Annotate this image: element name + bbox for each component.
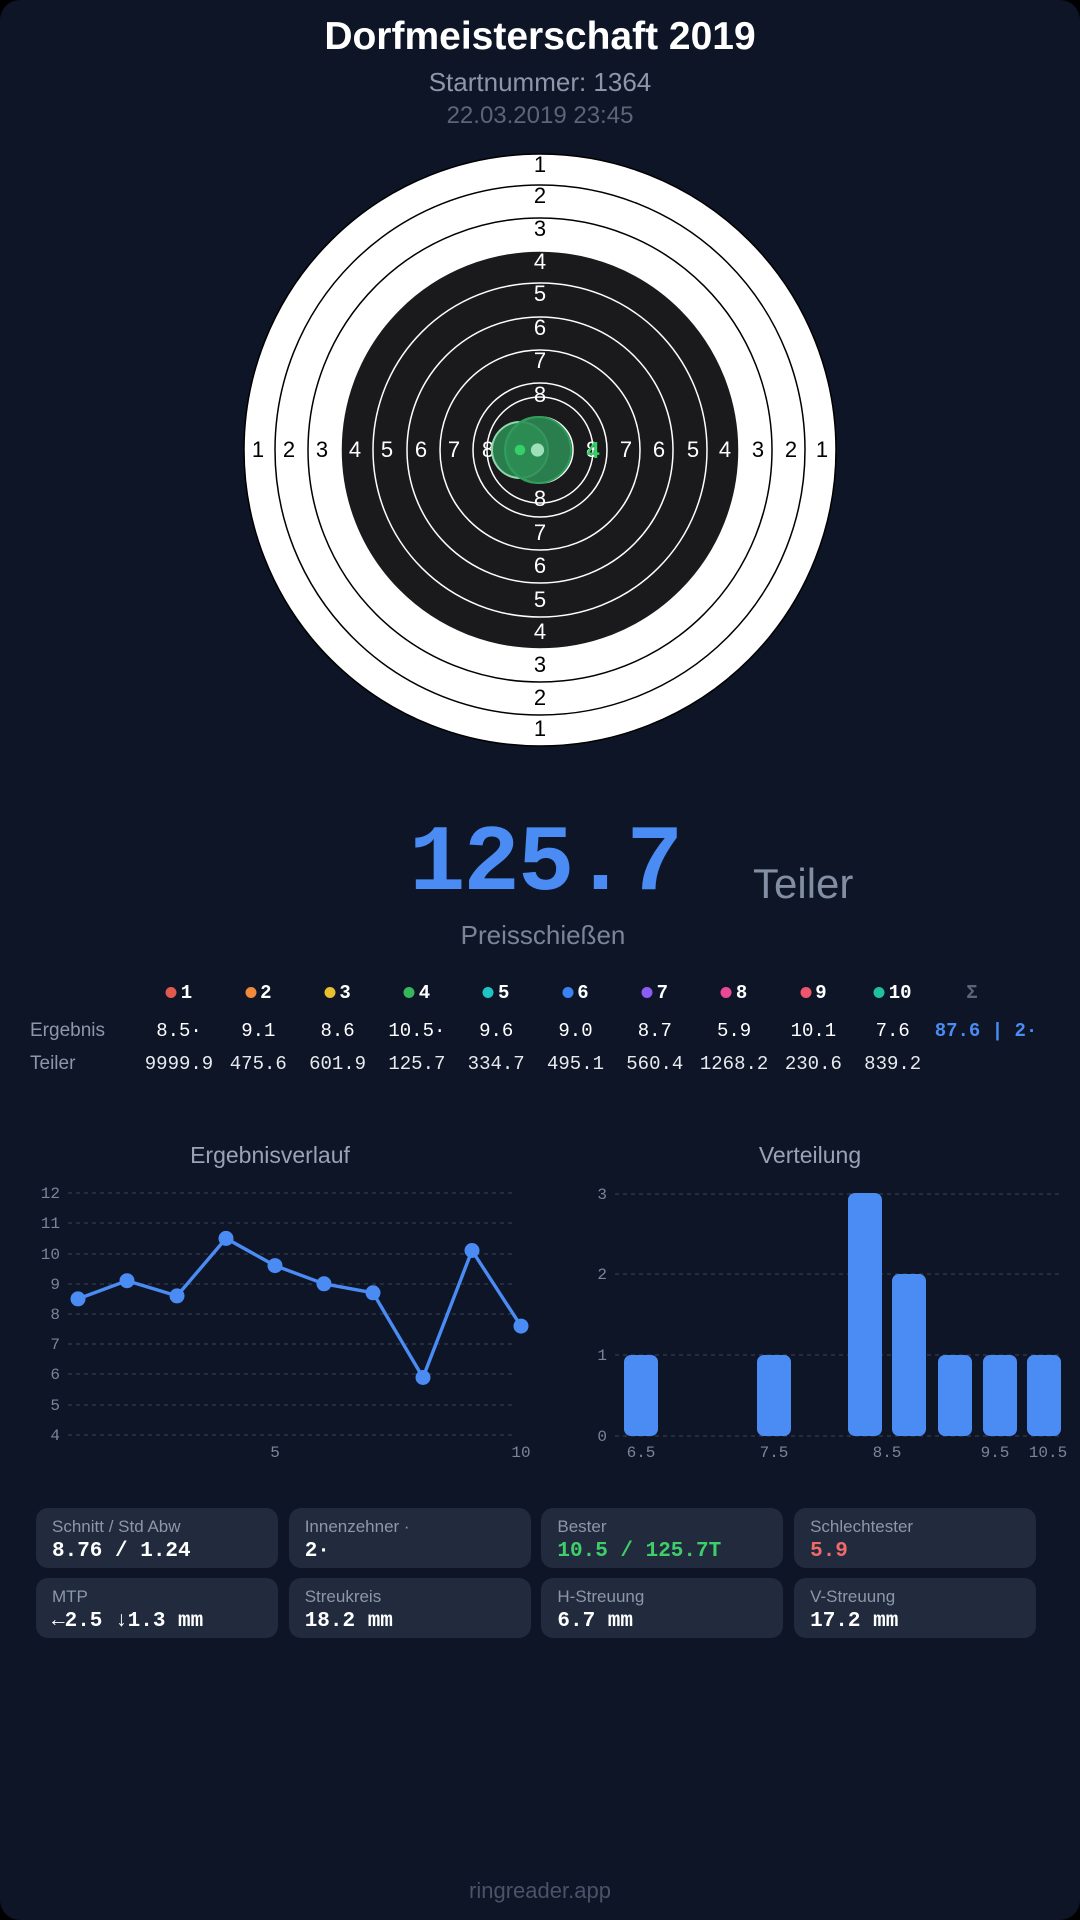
svg-text:4: 4: [534, 619, 546, 644]
svg-text:8: 8: [534, 486, 546, 511]
svg-text:11: 11: [41, 1215, 60, 1233]
svg-text:8.5: 8.5: [873, 1444, 902, 1462]
svg-text:5: 5: [534, 587, 546, 612]
svg-text:1: 1: [534, 152, 546, 177]
svg-text:5: 5: [270, 1444, 280, 1462]
svg-text:5: 5: [50, 1397, 60, 1415]
svg-text:9.5: 9.5: [981, 1444, 1010, 1462]
svg-text:6: 6: [534, 315, 546, 340]
svg-text:7: 7: [534, 348, 546, 373]
svg-text:5: 5: [687, 437, 699, 462]
svg-text:8: 8: [534, 382, 546, 407]
svg-text:1: 1: [252, 437, 264, 462]
svg-text:10: 10: [41, 1246, 60, 1264]
svg-text:4: 4: [349, 437, 361, 462]
svg-text:7: 7: [534, 520, 546, 545]
svg-text:9: 9: [50, 1276, 60, 1294]
svg-text:3: 3: [597, 1186, 607, 1204]
svg-text:6: 6: [653, 437, 665, 462]
svg-text:2: 2: [534, 183, 546, 208]
svg-text:4: 4: [50, 1427, 60, 1445]
svg-text:6.5: 6.5: [627, 1444, 656, 1462]
svg-text:3: 3: [534, 216, 546, 241]
svg-text:5: 5: [381, 437, 393, 462]
svg-text:3: 3: [316, 437, 328, 462]
svg-text:6: 6: [50, 1366, 60, 1384]
svg-text:1: 1: [534, 716, 546, 741]
svg-text:5: 5: [534, 281, 546, 306]
svg-text:0: 0: [597, 1428, 607, 1446]
svg-text:6: 6: [534, 553, 546, 578]
svg-text:6: 6: [415, 437, 427, 462]
svg-text:2: 2: [534, 685, 546, 710]
svg-text:3: 3: [534, 652, 546, 677]
svg-text:4: 4: [587, 437, 600, 463]
svg-text:7: 7: [620, 437, 632, 462]
svg-text:10: 10: [511, 1444, 530, 1462]
svg-text:3: 3: [752, 437, 764, 462]
svg-text:4: 4: [719, 437, 731, 462]
svg-text:12: 12: [41, 1185, 60, 1203]
svg-text:7: 7: [50, 1336, 60, 1354]
svg-text:10.5: 10.5: [1029, 1444, 1067, 1462]
svg-text:7.5: 7.5: [760, 1444, 789, 1462]
svg-text:2: 2: [597, 1266, 607, 1284]
svg-text:8: 8: [50, 1306, 60, 1324]
svg-text:2: 2: [785, 437, 797, 462]
svg-text:7: 7: [448, 437, 460, 462]
svg-text:4: 4: [534, 249, 546, 274]
svg-text:1: 1: [816, 437, 828, 462]
svg-text:2: 2: [283, 437, 295, 462]
svg-text:1: 1: [597, 1347, 607, 1365]
